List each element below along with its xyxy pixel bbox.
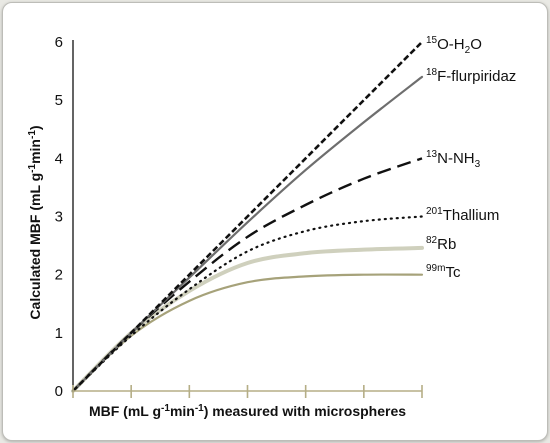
series-line-82rb: [71, 245, 424, 393]
series-layer: [71, 41, 424, 393]
series-line-99mtc: [71, 273, 424, 393]
series-line-13n-nh3: [72, 157, 423, 392]
y-tick-label: 0: [55, 383, 63, 400]
series-line-15o-h2o: [72, 41, 423, 392]
y-axis-title: Calculated MBF (mL g-1min-1): [27, 125, 43, 319]
y-tick-label: 6: [55, 34, 63, 51]
series-label-13n-nh3: 13N-NH3: [426, 149, 481, 170]
series-line-201thallium: [71, 215, 424, 393]
series-line-18f-flurpiridaz: [71, 75, 424, 393]
series-label-201thallium: 201Thallium: [426, 206, 499, 224]
series-labels: 15O-H2O 18F-flurpiridaz 13N-NH3 201Thallium…: [426, 35, 516, 281]
y-tick-label: 5: [55, 92, 63, 109]
y-tick-label: 3: [55, 209, 63, 226]
y-tick-label: 4: [55, 150, 63, 167]
series-label-82rb: 82Rb: [426, 235, 456, 253]
series-label-99mtc: 99mTc: [426, 263, 461, 281]
y-tick-labels: 0 1 2 3 4 5 6: [55, 34, 63, 400]
x-axis-title: MBF (mL g-1min-1) measured with microsph…: [89, 403, 406, 419]
axes-layer: [72, 40, 423, 398]
series-label-18f-flurpiridaz: 18F-flurpiridaz: [426, 67, 516, 85]
y-tick-label: 1: [55, 325, 63, 342]
y-tick-label: 2: [55, 267, 63, 284]
series-label-15o-h2o: 15O-H2O: [426, 35, 482, 56]
